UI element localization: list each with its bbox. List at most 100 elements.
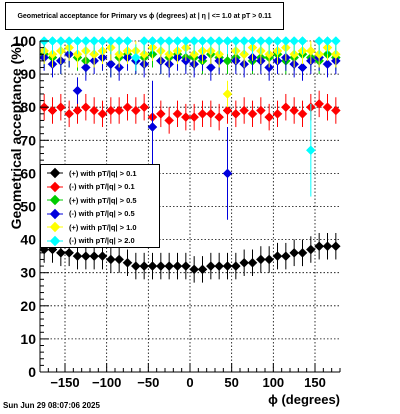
data-point (297, 36, 308, 46)
data-point (297, 108, 308, 119)
x-tick-label: 150 (304, 375, 326, 390)
data-point (114, 36, 125, 46)
data-point (55, 247, 66, 258)
y-tick-label: 20 (20, 298, 36, 314)
data-point (114, 105, 125, 116)
data-point (305, 244, 316, 255)
data-point (172, 261, 183, 271)
data-point (89, 36, 100, 46)
data-point (197, 108, 208, 119)
legend-marker (47, 208, 63, 219)
data-point (130, 261, 141, 271)
x-tick-label: −100 (92, 375, 121, 390)
series-1 (39, 232, 341, 283)
data-point (280, 36, 291, 46)
data-point (230, 261, 241, 271)
data-point (147, 122, 158, 132)
data-point (289, 105, 300, 116)
data-point (239, 257, 250, 268)
data-point (222, 261, 233, 271)
x-axis-label: ϕ (degrees) (268, 392, 340, 407)
series-layer (39, 36, 341, 283)
legend-marker (47, 194, 63, 206)
data-point (247, 257, 258, 268)
legend-label: (-) with pT/|q| > 2.0 (69, 236, 135, 245)
data-point (80, 102, 91, 113)
data-point (205, 108, 216, 119)
data-point (64, 247, 75, 258)
data-point (72, 105, 83, 116)
data-point (89, 251, 100, 262)
data-point (239, 36, 250, 46)
data-point (189, 264, 200, 275)
series-6 (39, 36, 341, 197)
data-point (180, 261, 191, 271)
x-tick-label: −150 (50, 375, 79, 390)
data-point (330, 241, 341, 252)
y-tick-label: 60 (20, 165, 36, 181)
data-point (289, 247, 300, 258)
data-point (105, 59, 116, 70)
data-point (280, 102, 291, 113)
data-point (55, 36, 66, 46)
y-tick-label: 0 (28, 364, 36, 380)
legend-label: (+) with pT/|q| > 0.1 (69, 168, 137, 178)
data-point (297, 62, 308, 73)
legend-label: (+) with pT/|q| > 0.5 (69, 195, 137, 205)
data-point (97, 108, 108, 119)
legend-entry: (+) with pT/|q| > 1.0 (41, 220, 159, 234)
data-point (105, 36, 116, 46)
y-tick-label: 80 (20, 99, 36, 115)
data-point (89, 105, 100, 116)
data-point (80, 62, 91, 73)
data-point (80, 251, 91, 262)
data-point (130, 52, 141, 63)
data-point (105, 254, 116, 265)
data-point (180, 112, 191, 122)
data-point (64, 36, 75, 46)
data-point (97, 251, 108, 262)
data-point (214, 261, 225, 271)
data-point (164, 261, 175, 271)
x-tick-label: 0 (186, 375, 193, 390)
y-axis-label: Geometrical acceptance (%) (8, 42, 24, 230)
data-point (305, 46, 316, 56)
data-point (155, 261, 166, 271)
x-tick-label: 100 (262, 375, 284, 390)
data-point (222, 89, 233, 99)
data-point (280, 251, 291, 262)
legend-entry: (-) with pT/|q| > 2.0 (41, 234, 159, 248)
data-point (255, 36, 266, 46)
data-point (155, 36, 166, 46)
data-point (297, 247, 308, 258)
data-point (322, 102, 333, 113)
data-point (289, 36, 300, 46)
data-point (147, 36, 158, 46)
y-tick-label: 70 (20, 132, 36, 148)
data-point (264, 254, 275, 265)
data-point (55, 102, 66, 113)
data-point (172, 108, 183, 119)
x-tick-label: −50 (137, 375, 159, 390)
data-point (314, 36, 325, 46)
data-point (330, 105, 341, 116)
legend-entry: (+) with pT/|q| > 0.5 (41, 193, 159, 207)
data-point (264, 112, 275, 122)
data-point (197, 36, 208, 46)
data-point (214, 36, 225, 46)
y-tick-label: 50 (20, 199, 36, 215)
data-point (122, 257, 133, 268)
x-tick-label: 50 (224, 375, 238, 390)
data-point (139, 102, 150, 113)
data-point (314, 99, 325, 109)
data-point (272, 108, 283, 119)
data-point (264, 36, 275, 46)
y-tick-label: 10 (20, 331, 36, 347)
legend-marker (47, 181, 63, 192)
data-point (130, 105, 141, 116)
chart-title: Geometrical acceptance for Primary vs ϕ … (17, 12, 272, 20)
data-point (72, 251, 83, 262)
data-point (180, 36, 191, 46)
y-tick-label: 100 (13, 33, 37, 49)
data-point (255, 254, 266, 265)
